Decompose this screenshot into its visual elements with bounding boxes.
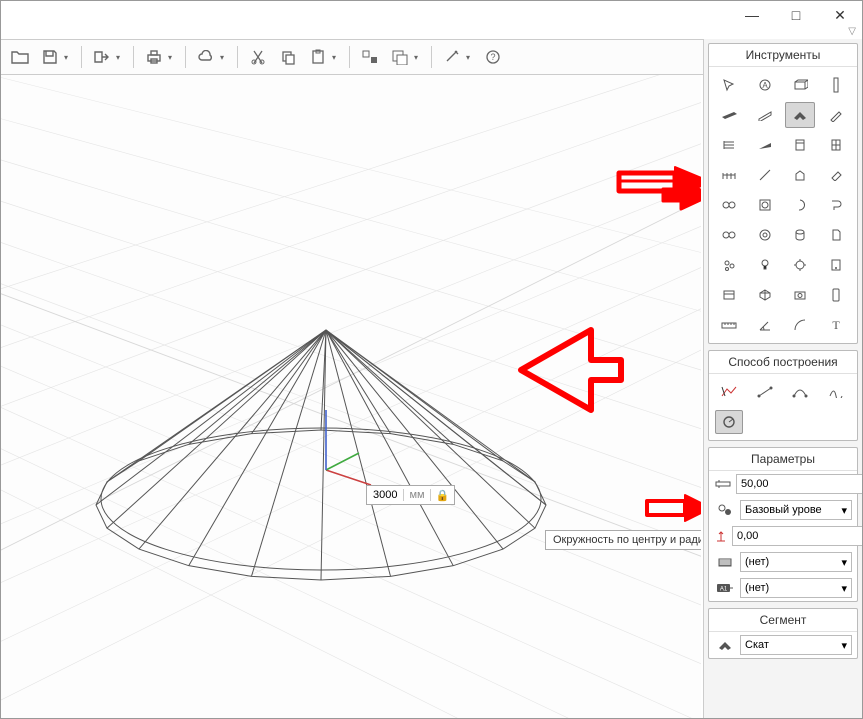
tool-ramp[interactable] — [750, 132, 780, 158]
tool-cylinder[interactable] — [785, 222, 815, 248]
method-tooltip: Окружность по центру и радиусу — [545, 530, 701, 550]
tool-panel[interactable] — [785, 132, 815, 158]
svg-text:T: T — [832, 318, 840, 332]
tool-erase[interactable] — [821, 162, 851, 188]
thickness-input[interactable] — [736, 474, 862, 494]
cut-button[interactable] — [245, 44, 271, 70]
level-select[interactable]: Базовый урове▾ — [740, 500, 852, 520]
tool-target[interactable] — [750, 222, 780, 248]
side-panel: Инструменты A — [703, 39, 862, 718]
window-minimize[interactable]: — — [730, 1, 774, 29]
tag-select[interactable]: (нет)▾ — [740, 578, 852, 598]
tool-text[interactable]: T — [821, 312, 851, 338]
help-button[interactable]: ? — [480, 44, 506, 70]
tool-marker[interactable]: A — [750, 72, 780, 98]
tool-pencil[interactable] — [821, 102, 851, 128]
dimension-value[interactable]: 3000 — [367, 489, 404, 501]
tool-spiral[interactable] — [785, 192, 815, 218]
save-button[interactable] — [37, 44, 63, 70]
export-button[interactable] — [89, 44, 115, 70]
tool-chain[interactable] — [714, 222, 744, 248]
layers-button[interactable] — [387, 44, 413, 70]
level-icon — [714, 501, 736, 519]
params-title: Параметры — [709, 448, 857, 471]
cloud-dropdown[interactable]: ▾ — [220, 53, 230, 62]
settings-button[interactable] — [439, 44, 465, 70]
dimension-input[interactable]: 3000 мм 🔒 — [366, 485, 455, 505]
tools-panel: Инструменты A — [708, 43, 858, 344]
tool-fence[interactable] — [714, 162, 744, 188]
offset-icon — [714, 527, 728, 545]
tool-camera[interactable] — [785, 282, 815, 308]
svg-text:A1: A1 — [720, 587, 728, 593]
cloud-button[interactable] — [193, 44, 219, 70]
tool-arc[interactable] — [785, 312, 815, 338]
tool-gear[interactable] — [785, 252, 815, 278]
tool-angle[interactable] — [750, 312, 780, 338]
svg-text:A: A — [762, 81, 768, 90]
material-icon — [714, 553, 736, 571]
print-button[interactable] — [141, 44, 167, 70]
layers-dropdown[interactable]: ▾ — [414, 53, 424, 62]
tool-polyhedron[interactable] — [750, 282, 780, 308]
tool-line[interactable] — [750, 162, 780, 188]
method-segment[interactable] — [751, 380, 779, 404]
tool-slab[interactable] — [714, 102, 744, 128]
tool-roll[interactable] — [821, 192, 851, 218]
dimension-lock-icon[interactable]: 🔒 — [431, 489, 455, 502]
tag-icon: A1 — [714, 579, 736, 597]
tool-table[interactable] — [714, 282, 744, 308]
method-panel: Способ построения — [708, 350, 858, 441]
material-select[interactable]: (нет)▾ — [740, 552, 852, 572]
svg-text:?: ? — [490, 52, 495, 62]
export-dropdown[interactable]: ▾ — [116, 53, 126, 62]
segment-type-select[interactable]: Скат▾ — [740, 635, 852, 655]
tool-extrude[interactable] — [785, 162, 815, 188]
tool-washer[interactable] — [750, 192, 780, 218]
tool-ruler[interactable] — [714, 312, 744, 338]
method-arc[interactable] — [786, 380, 814, 404]
params-panel: Параметры мм Базовый урове▾ мм (нет)▾ A1… — [708, 447, 858, 602]
tool-sheet[interactable] — [821, 222, 851, 248]
offset-input[interactable] — [732, 526, 862, 546]
viewport-3d[interactable]: 3000 мм 🔒 Окружность по центру и радиусу — [1, 75, 701, 718]
tools-title: Инструменты — [709, 44, 857, 67]
window-close[interactable]: ✕ — [818, 1, 862, 29]
tool-grid[interactable] — [821, 132, 851, 158]
method-circle[interactable] — [715, 410, 743, 434]
method-title: Способ построения — [709, 351, 857, 374]
tool-roof[interactable] — [785, 102, 815, 128]
segment-title: Сегмент — [709, 609, 857, 632]
paste-button[interactable] — [305, 44, 331, 70]
segment-type-icon — [714, 636, 736, 654]
settings-dropdown[interactable]: ▾ — [466, 53, 476, 62]
method-spline[interactable] — [822, 380, 850, 404]
tool-phone[interactable] — [821, 282, 851, 308]
tool-bubbles[interactable] — [714, 252, 744, 278]
segment-panel: Сегмент Скат▾ — [708, 608, 858, 659]
tool-device[interactable] — [821, 252, 851, 278]
group-button[interactable] — [357, 44, 383, 70]
tool-box[interactable] — [785, 72, 815, 98]
dimension-unit: мм — [404, 489, 430, 501]
tool-hatch[interactable] — [714, 132, 744, 158]
tool-bulb[interactable] — [750, 252, 780, 278]
method-polyline[interactable] — [715, 380, 743, 404]
tool-select[interactable] — [714, 72, 744, 98]
tool-column[interactable] — [821, 72, 851, 98]
window-maximize[interactable]: □ — [774, 1, 818, 29]
print-dropdown[interactable]: ▾ — [168, 53, 178, 62]
open-folder-button[interactable] — [7, 44, 33, 70]
tool-pipes[interactable] — [714, 192, 744, 218]
copy-button[interactable] — [275, 44, 301, 70]
tool-wedge[interactable] — [750, 102, 780, 128]
thickness-icon — [714, 475, 732, 493]
paste-dropdown[interactable]: ▾ — [332, 53, 342, 62]
save-dropdown[interactable]: ▾ — [64, 53, 74, 62]
